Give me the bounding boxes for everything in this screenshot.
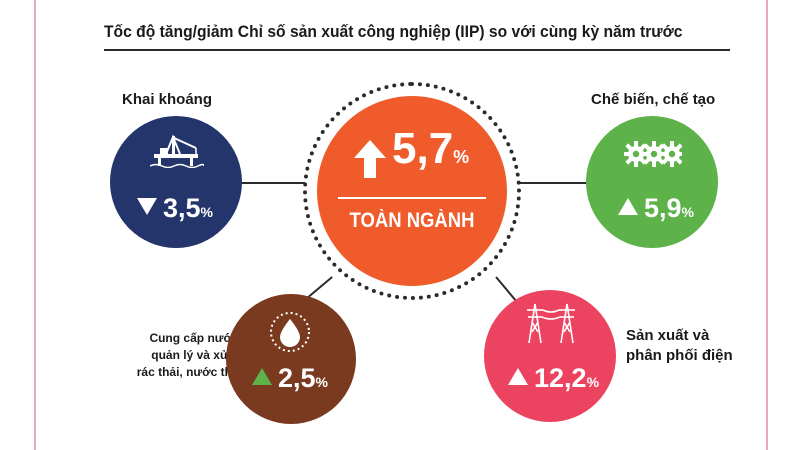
center-dotted-ring [303,82,521,300]
sector-value-water-unit: % [315,374,328,390]
sector-value-mining: 3,5% [137,193,213,224]
sector-value-water-number: 2,5 [278,363,316,393]
up-triangle-icon [508,368,528,385]
sector-value-manufacturing-number: 5,9 [644,193,682,223]
center-value-unit: % [453,147,470,167]
frame-left-border [34,0,36,450]
title-underline [104,49,730,51]
sector-value-water: 2,5% [252,363,328,394]
up-triangle-icon [618,198,638,215]
sector-label-power-line-1: Sản xuất và [626,327,710,344]
center-value: 5,7% [392,124,469,174]
gears-icon [624,141,682,167]
sector-value-power-unit: % [586,374,600,390]
power-tower-icon [527,303,575,344]
frame-right-border [766,0,768,450]
sector-label-power-line-2: phân phối điện [626,347,733,364]
sector-value-mining-unit: % [200,204,213,220]
connector-mining [240,182,305,184]
sector-value-power: 12,2% [508,363,599,394]
sector-label-water-line-3: rác thải, nước thải [136,365,242,379]
sector-label-manufacturing: Chế biến, chế tạo [591,91,716,108]
sector-label-water-line-2: quản lý và xử lý [151,348,242,362]
sector-circle-manufacturing [586,116,718,248]
sector-value-power-number: 12,2 [534,363,587,393]
sector-value-manufacturing-unit: % [681,204,694,220]
sector-label-water: Cung cấp nước, quản lý và xử lý rác thải… [100,330,242,381]
up-triangle-icon [252,368,272,385]
center-divider [338,197,486,199]
up-arrow-icon [354,140,386,178]
center-label: TOÀN NGÀNH [349,209,475,232]
infographic-title: Tốc độ tăng/giảm Chỉ số sản xuất công ng… [104,22,683,41]
water-drop-icon [270,312,310,352]
sector-label-mining: Khai khoáng [122,91,213,108]
sector-value-mining-number: 3,5 [163,193,201,223]
center-value-number: 5,7 [392,124,454,173]
sector-label-water-line-1: Cung cấp nước, [149,331,242,345]
sector-value-manufacturing: 5,9% [618,193,694,224]
connector-manufacturing [520,182,590,184]
down-triangle-icon [137,198,157,215]
sector-circle-water [226,294,356,424]
center-circle-total [317,96,507,286]
sector-label-power: Sản xuất và phân phối điện [626,326,733,366]
oil-rig-icon [150,134,204,168]
